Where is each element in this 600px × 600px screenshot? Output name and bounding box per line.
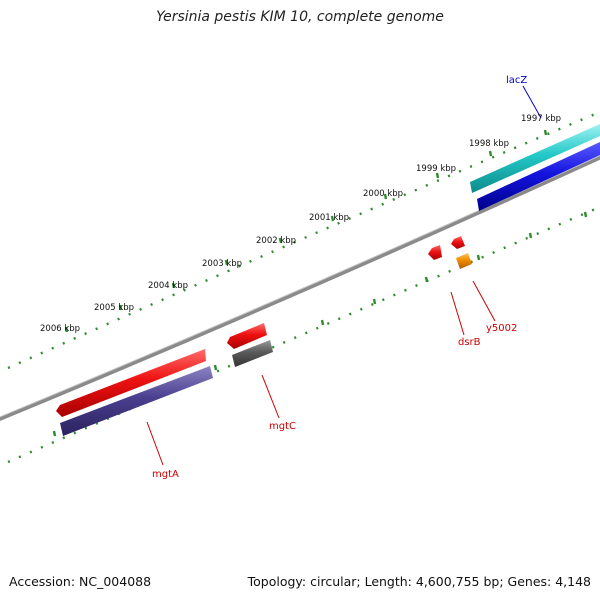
gene-feature-mgta[interactable] [60, 366, 213, 436]
scale-label: 2005 kbp [94, 303, 134, 313]
gene-feature-red-small[interactable] [227, 323, 267, 349]
outer-tick-ring [7, 110, 600, 370]
gene-labels: lacZ dsrB y5002 mgtC mgtA [152, 75, 527, 480]
gene-feature-red-tiny[interactable] [451, 236, 465, 249]
gene-label-dsrb[interactable]: dsrB [458, 337, 481, 348]
gene-label-lacz[interactable]: lacZ [506, 75, 527, 86]
gene-feature-red-large[interactable] [56, 349, 206, 417]
scale-label: 1998 kbp [469, 139, 509, 149]
gene-label-mgta[interactable]: mgtA [152, 469, 179, 480]
topology-summary: Topology: circular; Length: 4,600,755 bp… [247, 574, 591, 589]
scale-label: 2006 kbp [40, 324, 80, 334]
scale-label: 2004 kbp [148, 281, 188, 291]
gene-label-y5002[interactable]: y5002 [486, 323, 517, 334]
accession-label: Accession: NC_004088 [9, 574, 152, 589]
gene-label-mgtc[interactable]: mgtC [269, 421, 296, 432]
map-title: Yersinia pestis KIM 10, complete genome [156, 9, 444, 25]
scale-label: 1997 kbp [521, 114, 561, 124]
gene-feature-cyan[interactable] [470, 124, 600, 193]
gene-feature-y5002[interactable] [456, 253, 472, 269]
scale-label: 2000 kbp [363, 189, 403, 199]
gene-feature-lacz[interactable] [477, 142, 600, 211]
scale-label: 2002 kbp [256, 236, 296, 246]
gene-feature-mgtc[interactable] [232, 340, 273, 367]
scale-label: 2001 kbp [309, 213, 349, 223]
genome-backbone [0, 155, 600, 422]
scale-label: 2003 kbp [202, 259, 242, 269]
gene-leader-lines [146, 85, 542, 466]
scale-labels: 1997 kbp 1998 kbp 1999 kbp 2000 kbp 2001… [40, 114, 561, 334]
scale-label: 1999 kbp [416, 164, 456, 174]
outer-major-ticks [64, 129, 548, 333]
inner-tick-ring [7, 205, 600, 464]
gene-feature-dsrb[interactable] [428, 245, 442, 260]
